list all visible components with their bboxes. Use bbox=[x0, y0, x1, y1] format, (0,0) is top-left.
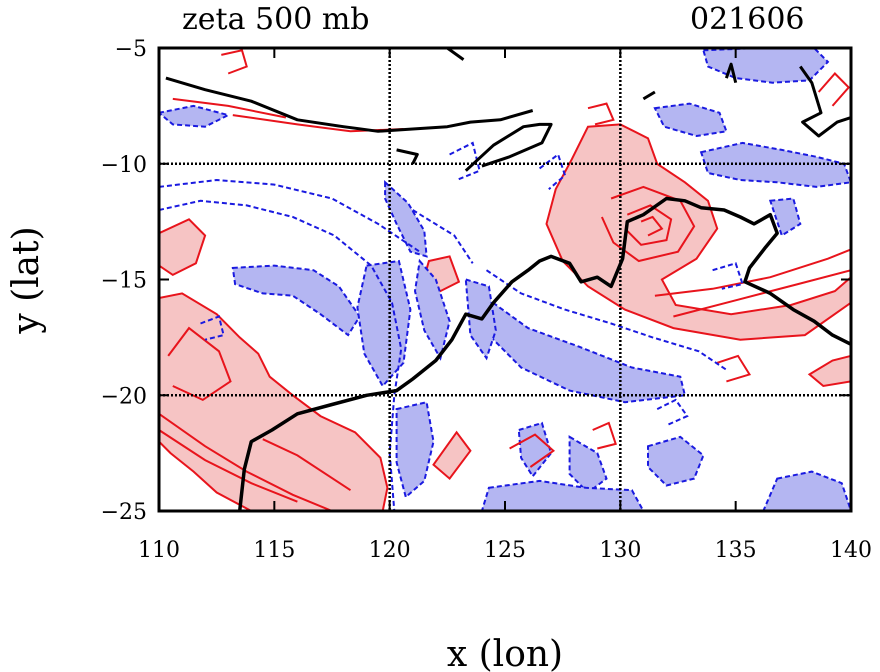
negative-vorticity-region bbox=[517, 421, 553, 479]
negative-vorticity-region bbox=[653, 102, 728, 138]
negative-vorticity-region bbox=[395, 400, 435, 499]
positive-vorticity-contour bbox=[600, 185, 696, 263]
x-tick-label: 110 bbox=[138, 538, 180, 563]
negative-vorticity-contour bbox=[538, 152, 567, 190]
positive-vorticity-contour bbox=[167, 326, 232, 402]
negative-vorticity-contour bbox=[712, 262, 744, 290]
negative-vorticity-contour bbox=[656, 398, 689, 427]
y-tick-label: −20 bbox=[101, 384, 147, 409]
negative-vorticity-region bbox=[647, 435, 705, 487]
negative-vorticity-region bbox=[231, 264, 361, 337]
negative-vorticity-region bbox=[568, 435, 608, 494]
negative-vorticity-contour bbox=[449, 141, 481, 181]
x-tick-label: 130 bbox=[599, 538, 641, 563]
island-coastline bbox=[396, 148, 419, 165]
x-tick-label: 135 bbox=[715, 538, 757, 563]
positive-vorticity-region bbox=[432, 430, 472, 481]
y-tick-label: −25 bbox=[101, 500, 147, 525]
negative-vorticity-region bbox=[768, 197, 802, 238]
negative-vorticity-contour bbox=[159, 178, 421, 253]
positive-vorticity-contour bbox=[716, 354, 752, 383]
y-tick-label: −15 bbox=[101, 269, 147, 294]
y-tick-label: −10 bbox=[101, 153, 147, 178]
island-coastline bbox=[642, 90, 656, 101]
x-tick-label: 115 bbox=[253, 538, 295, 563]
x-tick-label: 125 bbox=[484, 538, 526, 563]
chart-title-left: zeta 500 mb bbox=[182, 2, 370, 37]
x-tick-label: 120 bbox=[369, 538, 411, 563]
positive-vorticity-contour bbox=[592, 421, 617, 450]
positive-vorticity-contour bbox=[587, 102, 615, 126]
negative-vorticity-contour bbox=[412, 209, 474, 264]
x-tick-label: 140 bbox=[830, 538, 872, 563]
negative-vorticity-contour bbox=[200, 315, 225, 341]
positive-vorticity-contour bbox=[221, 49, 248, 75]
island-coastline bbox=[799, 65, 851, 138]
coastline bbox=[237, 196, 851, 511]
positive-vorticity-contour bbox=[509, 433, 556, 468]
island-coastline bbox=[724, 62, 738, 84]
negative-vorticity-region bbox=[413, 258, 451, 361]
positive-vorticity-contour bbox=[654, 248, 851, 297]
negative-vorticity-region bbox=[480, 479, 645, 511]
negative-vorticity-region bbox=[356, 259, 412, 388]
island-coastline bbox=[464, 122, 553, 172]
island-coastline bbox=[165, 76, 534, 133]
x-axis-label: x (lon) bbox=[447, 634, 563, 672]
negative-vorticity-region bbox=[384, 180, 428, 258]
positive-vorticity-contour bbox=[817, 72, 851, 107]
positive-vorticity-contour bbox=[640, 215, 664, 237]
positive-vorticity-region bbox=[159, 218, 207, 277]
positive-vorticity-contour bbox=[626, 204, 673, 246]
negative-vorticity-contour bbox=[485, 269, 727, 371]
chart-title-right: 021606 bbox=[690, 2, 805, 37]
y-tick-label: −5 bbox=[115, 37, 147, 62]
positive-vorticity-contour bbox=[172, 97, 287, 119]
negative-vorticity-region bbox=[485, 295, 687, 404]
y-axis-label: y (lat) bbox=[6, 226, 47, 334]
negative-vorticity-contour bbox=[159, 199, 403, 511]
positive-vorticity-region bbox=[807, 354, 851, 388]
island-coastline bbox=[446, 48, 465, 61]
negative-vorticity-region bbox=[762, 470, 851, 511]
positive-vorticity-contour bbox=[262, 438, 352, 492]
negative-vorticity-region bbox=[159, 104, 232, 128]
positive-vorticity-contour bbox=[159, 412, 333, 511]
positive-vorticity-contour bbox=[159, 429, 298, 503]
